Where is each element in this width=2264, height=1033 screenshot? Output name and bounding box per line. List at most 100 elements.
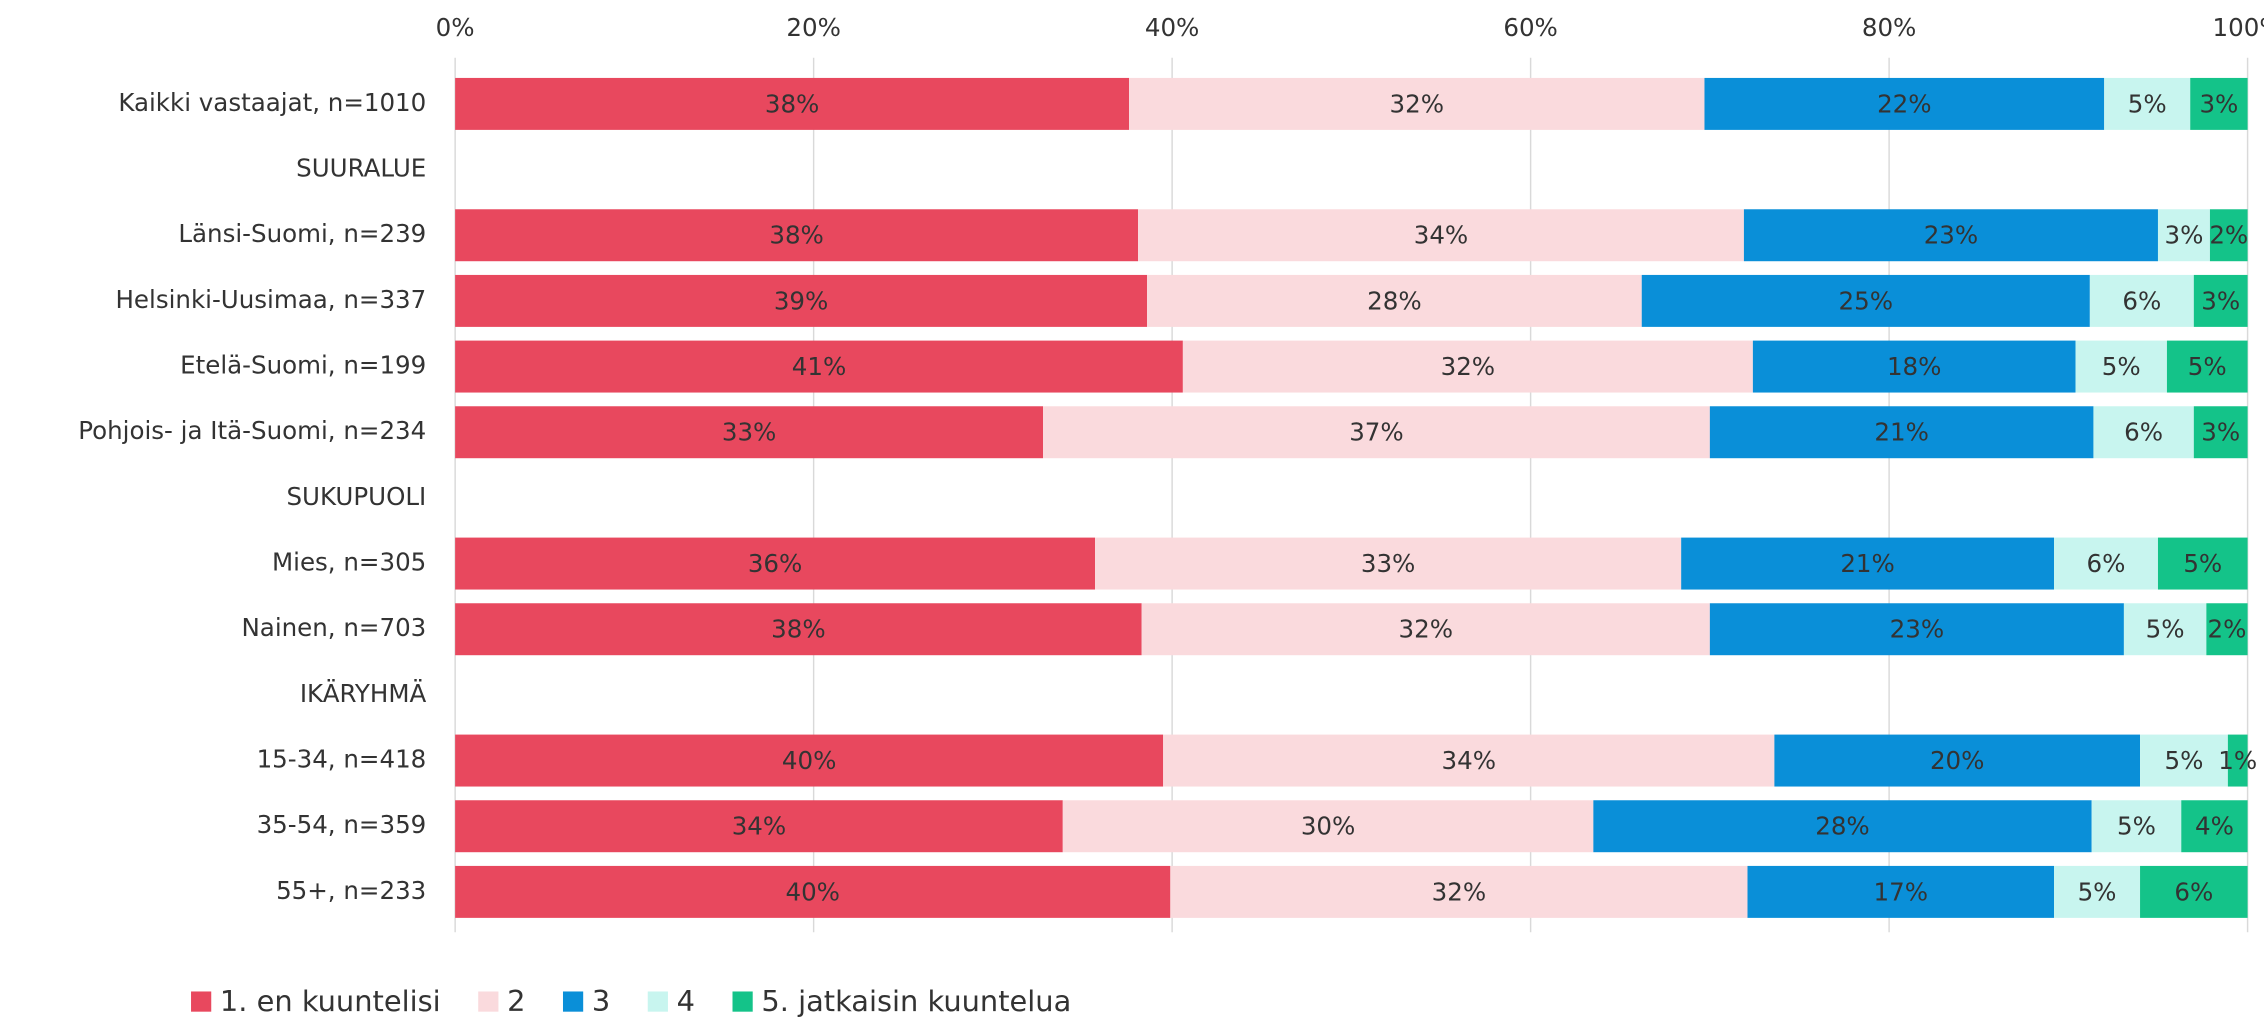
legend-swatch <box>647 991 668 1012</box>
bar-segment <box>2089 274 2194 327</box>
legend-label: 1. en kuuntelisi <box>220 984 441 1018</box>
bar-segment <box>2157 537 2248 590</box>
data-label: 33% <box>1361 549 1416 578</box>
x-tick-label: 80% <box>1862 13 1916 42</box>
bar-segment <box>1743 209 2158 262</box>
legend-label: 4 <box>677 984 695 1018</box>
data-label: 6% <box>2087 549 2126 578</box>
data-label: 4% <box>2195 812 2234 841</box>
bar-segment <box>1163 734 1775 787</box>
data-label: 5% <box>2165 746 2204 775</box>
y-tick-label: 15-34, n=418 <box>257 745 427 774</box>
bar-segment <box>1774 734 2141 787</box>
bar-segment <box>2075 340 2167 393</box>
data-label: 40% <box>782 746 837 775</box>
data-label: 6% <box>2174 877 2213 906</box>
bar-segment <box>2104 77 2191 130</box>
bar-segment <box>1641 274 2090 327</box>
y-tick-label: SUURALUE <box>296 154 426 183</box>
bar-segment <box>1141 603 1710 656</box>
data-label: 3% <box>2201 418 2240 447</box>
data-label: 5% <box>2102 352 2141 381</box>
bar-segment <box>455 800 1063 853</box>
bar-segment <box>2140 865 2248 918</box>
bar-segment <box>1752 340 2076 393</box>
data-label: 21% <box>1874 418 1928 447</box>
data-label: 39% <box>774 286 829 315</box>
y-tick-label: 35-54, n=359 <box>257 810 427 839</box>
x-tick-label: 0% <box>436 13 475 42</box>
data-label: 38% <box>765 89 820 118</box>
y-tick-label: IKÄRYHMÄ <box>300 679 427 708</box>
data-label: 34% <box>732 812 787 841</box>
bar-segment <box>2166 340 2248 393</box>
data-label: 33% <box>722 418 776 447</box>
data-label: 34% <box>1414 221 1469 250</box>
bar-segment <box>455 603 1142 656</box>
data-label: 36% <box>748 549 803 578</box>
bar-segment <box>455 340 1183 393</box>
data-label: 22% <box>1877 89 1932 118</box>
bar-segment <box>455 274 1148 327</box>
data-label: 34% <box>1442 746 1497 775</box>
bar-segment <box>2193 406 2248 459</box>
data-label: 3% <box>2201 286 2240 315</box>
bar-segment <box>1043 406 1710 459</box>
data-label: 18% <box>1887 352 1941 381</box>
bar-segment <box>1747 865 2055 918</box>
bar-segment <box>455 406 1044 459</box>
data-label: 3% <box>2199 89 2238 118</box>
data-label: 32% <box>1441 352 1495 381</box>
bar-segment <box>2193 274 2248 327</box>
data-label: 25% <box>1839 286 1894 315</box>
legend-swatch <box>478 991 499 1012</box>
bar-segment <box>2054 537 2158 590</box>
bar-segment <box>2140 734 2228 787</box>
x-tick-label: 60% <box>1503 13 1557 42</box>
bar-segment <box>2227 734 2248 787</box>
data-label: 30% <box>1301 812 1356 841</box>
bar-segment <box>455 537 1096 590</box>
y-tick-label: SUKUPUOLI <box>286 482 426 511</box>
bar-segment <box>2093 406 2194 459</box>
data-label: 40% <box>785 877 840 906</box>
y-tick-label: Nainen, n=703 <box>241 613 426 642</box>
bar-segment <box>1170 865 1748 918</box>
x-tick-label: 20% <box>786 13 841 42</box>
bar-segment <box>2206 603 2248 656</box>
legend-label: 5. jatkaisin kuuntelua <box>761 984 1071 1018</box>
bar-segment <box>1704 77 2105 130</box>
x-tick-label: 40% <box>1145 13 1200 42</box>
bar-segment <box>1147 274 1642 327</box>
y-tick-label: 55+, n=233 <box>276 876 426 905</box>
data-label: 41% <box>792 352 847 381</box>
legend-label: 3 <box>592 984 610 1018</box>
y-tick-label: Etelä-Suomi, n=199 <box>180 351 426 380</box>
data-label: 23% <box>1924 221 1978 250</box>
data-label: 2% <box>2209 221 2248 250</box>
data-label: 5% <box>2183 549 2222 578</box>
data-label: 38% <box>769 221 824 250</box>
bar-segment <box>1129 77 1705 130</box>
data-label: 5% <box>2128 89 2167 118</box>
bar-segment <box>2181 800 2248 853</box>
x-tick-label: 100% <box>2213 13 2264 42</box>
data-label: 5% <box>2188 352 2227 381</box>
bar-segment <box>2091 800 2182 853</box>
bar-segment <box>455 865 1171 918</box>
bar-segment <box>1138 209 1744 262</box>
bar-segment <box>1709 603 2124 656</box>
bar-segment <box>1681 537 2055 590</box>
data-label: 38% <box>771 615 826 644</box>
legend-label: 2 <box>507 984 525 1018</box>
data-label: 32% <box>1390 89 1445 118</box>
data-label: 5% <box>2117 812 2156 841</box>
data-label: 5% <box>2146 615 2185 644</box>
y-tick-label: Länsi-Suomi, n=239 <box>178 219 426 248</box>
data-label: 6% <box>2124 418 2163 447</box>
y-tick-label: Pohjois- ja Itä-Suomi, n=234 <box>78 416 426 445</box>
bar-segment <box>1709 406 2094 459</box>
data-label: 32% <box>1399 615 1454 644</box>
bar-segment <box>455 734 1164 787</box>
